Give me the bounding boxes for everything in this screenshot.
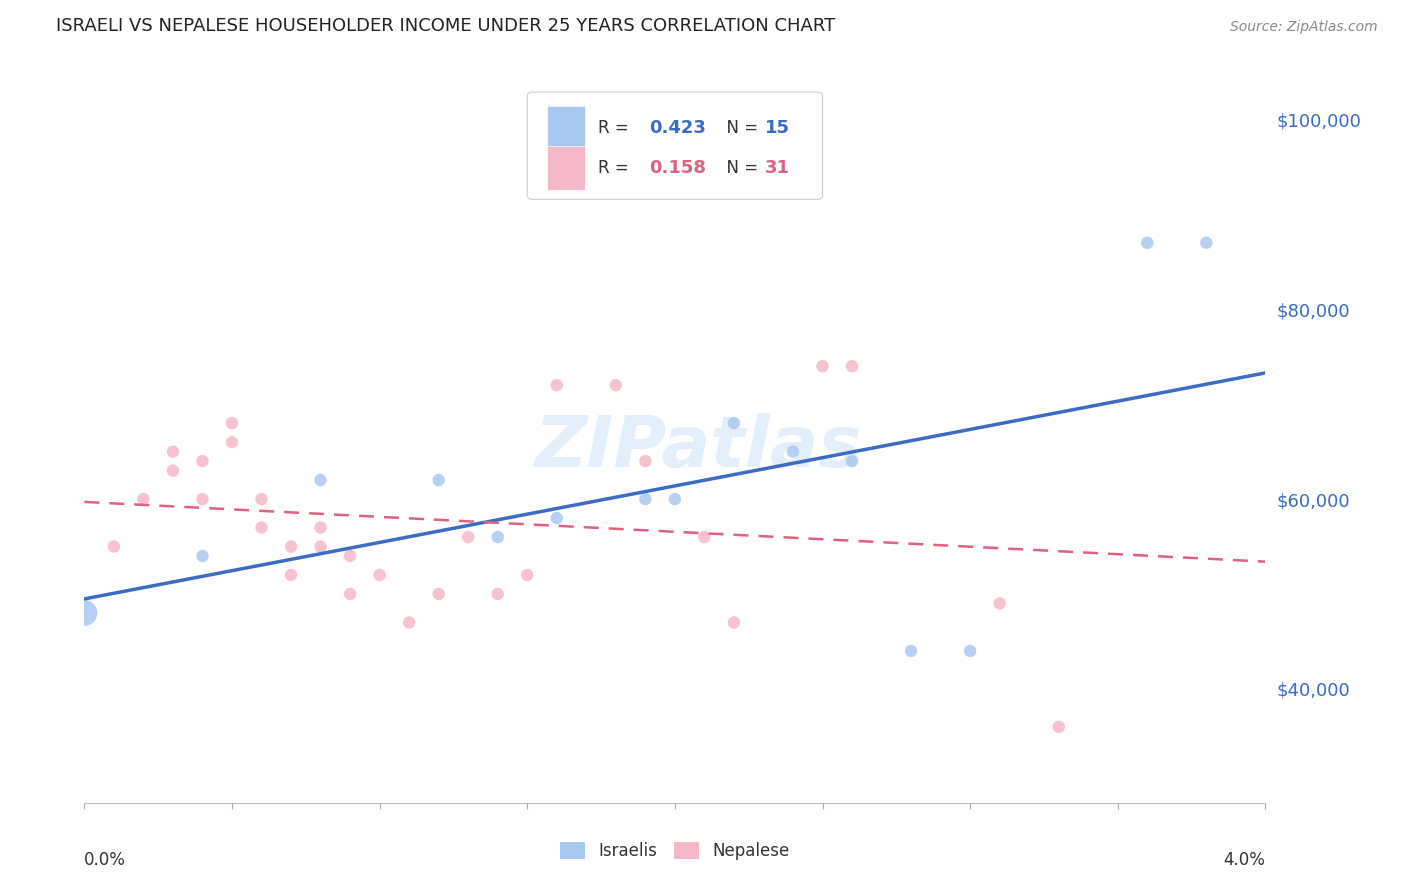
Point bbox=[841, 454, 863, 468]
Point bbox=[1136, 235, 1159, 250]
Point bbox=[723, 416, 745, 430]
Text: N =: N = bbox=[716, 159, 763, 177]
Point bbox=[280, 568, 302, 582]
Point bbox=[162, 444, 184, 458]
Text: Source: ZipAtlas.com: Source: ZipAtlas.com bbox=[1230, 21, 1378, 34]
Point bbox=[221, 435, 243, 450]
Bar bbox=[547, 105, 585, 150]
Point bbox=[634, 491, 657, 506]
Point bbox=[782, 444, 804, 458]
Point bbox=[457, 530, 479, 544]
Point bbox=[309, 473, 332, 487]
Point bbox=[988, 597, 1011, 611]
Legend: Israelis, Nepalese: Israelis, Nepalese bbox=[551, 834, 799, 869]
Point bbox=[1047, 720, 1070, 734]
Point bbox=[162, 464, 184, 478]
Point bbox=[191, 491, 214, 506]
Point bbox=[900, 644, 922, 658]
Text: 31: 31 bbox=[765, 159, 790, 177]
Point bbox=[191, 549, 214, 563]
Point bbox=[73, 606, 96, 620]
Text: 0.158: 0.158 bbox=[650, 159, 706, 177]
Point bbox=[368, 568, 391, 582]
Point bbox=[811, 359, 834, 374]
Point bbox=[280, 540, 302, 554]
Text: N =: N = bbox=[716, 119, 763, 136]
Point bbox=[723, 615, 745, 630]
Point bbox=[309, 520, 332, 534]
Point bbox=[132, 491, 155, 506]
Point bbox=[1195, 235, 1218, 250]
Point bbox=[486, 530, 509, 544]
Text: ZIPatlas: ZIPatlas bbox=[534, 413, 862, 482]
Point bbox=[339, 549, 361, 563]
Point bbox=[427, 587, 450, 601]
Text: 15: 15 bbox=[765, 119, 790, 136]
Text: R =: R = bbox=[598, 119, 634, 136]
Point bbox=[546, 511, 568, 525]
Point bbox=[546, 378, 568, 392]
Point bbox=[250, 520, 273, 534]
Text: 0.0%: 0.0% bbox=[84, 851, 127, 869]
Point bbox=[634, 454, 657, 468]
Point bbox=[959, 644, 981, 658]
Point bbox=[516, 568, 538, 582]
Point bbox=[221, 416, 243, 430]
Point bbox=[427, 473, 450, 487]
Point bbox=[693, 530, 716, 544]
Point bbox=[841, 359, 863, 374]
Point bbox=[103, 540, 125, 554]
Point bbox=[339, 587, 361, 601]
Point bbox=[191, 454, 214, 468]
Point bbox=[664, 491, 686, 506]
Point bbox=[309, 540, 332, 554]
Text: 0.423: 0.423 bbox=[650, 119, 706, 136]
Point bbox=[605, 378, 627, 392]
Text: R =: R = bbox=[598, 159, 634, 177]
Point bbox=[398, 615, 420, 630]
Point bbox=[250, 491, 273, 506]
Point bbox=[486, 587, 509, 601]
Bar bbox=[547, 145, 585, 190]
Text: ISRAELI VS NEPALESE HOUSEHOLDER INCOME UNDER 25 YEARS CORRELATION CHART: ISRAELI VS NEPALESE HOUSEHOLDER INCOME U… bbox=[56, 17, 835, 35]
Text: 4.0%: 4.0% bbox=[1223, 851, 1265, 869]
FancyBboxPatch shape bbox=[527, 92, 823, 200]
